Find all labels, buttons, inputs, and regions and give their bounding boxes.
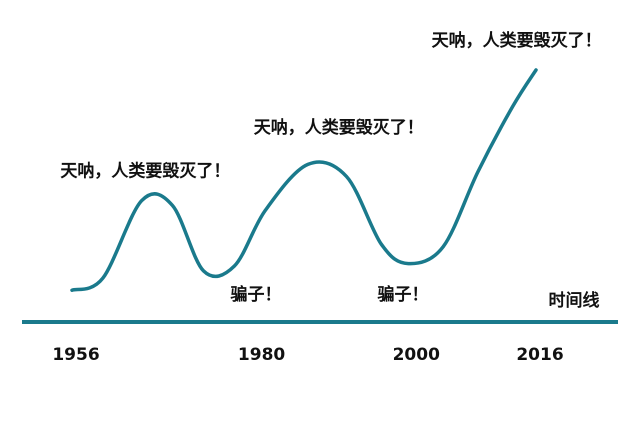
x-axis: 1956 1980 2000 2016 时间线 <box>22 290 618 365</box>
annotation-label: 天呐，人类要毁灭了！ <box>254 117 424 138</box>
x-tick-label: 1980 <box>238 345 285 365</box>
annotation-layer: 天呐，人类要毁灭了！ 骗子！ 天呐，人类要毁灭了！ 骗子！ 天呐，人类要毁灭了！ <box>60 30 601 305</box>
curve-layer <box>70 68 538 292</box>
annotation-label: 骗子！ <box>377 284 428 305</box>
annotation-label: 天呐，人类要毁灭了！ <box>432 30 602 51</box>
x-tick-label: 1956 <box>52 345 99 365</box>
series-line-0 <box>70 68 538 292</box>
x-axis-label: 时间线 <box>549 290 600 311</box>
x-tick-label: 2000 <box>393 345 440 365</box>
annotation-label: 骗子！ <box>231 284 282 305</box>
x-tick-label: 2016 <box>516 345 563 365</box>
annotation-label: 天呐，人类要毁灭了！ <box>60 160 230 181</box>
